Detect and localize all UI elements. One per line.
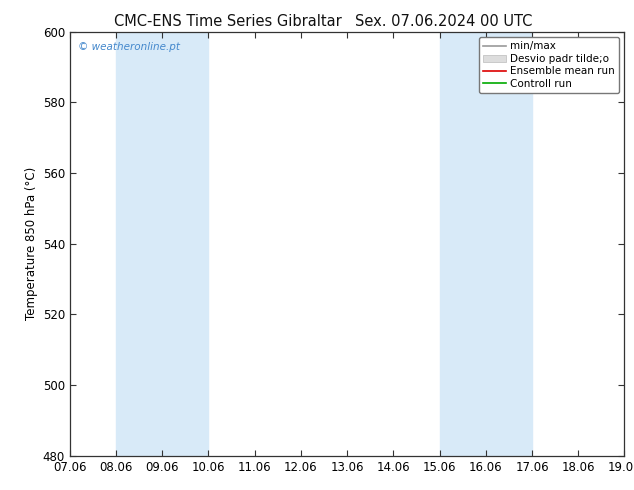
Legend: min/max, Desvio padr tilde;o, Ensemble mean run, Controll run: min/max, Desvio padr tilde;o, Ensemble m… [479, 37, 619, 93]
Text: Sex. 07.06.2024 00 UTC: Sex. 07.06.2024 00 UTC [355, 14, 533, 29]
Text: © weatheronline.pt: © weatheronline.pt [78, 43, 180, 52]
Bar [439, 32, 532, 456]
Text: CMC-ENS Time Series Gibraltar: CMC-ENS Time Series Gibraltar [114, 14, 342, 29]
Bar [116, 32, 209, 456]
Y-axis label: Temperature 850 hPa (°C): Temperature 850 hPa (°C) [25, 167, 39, 320]
